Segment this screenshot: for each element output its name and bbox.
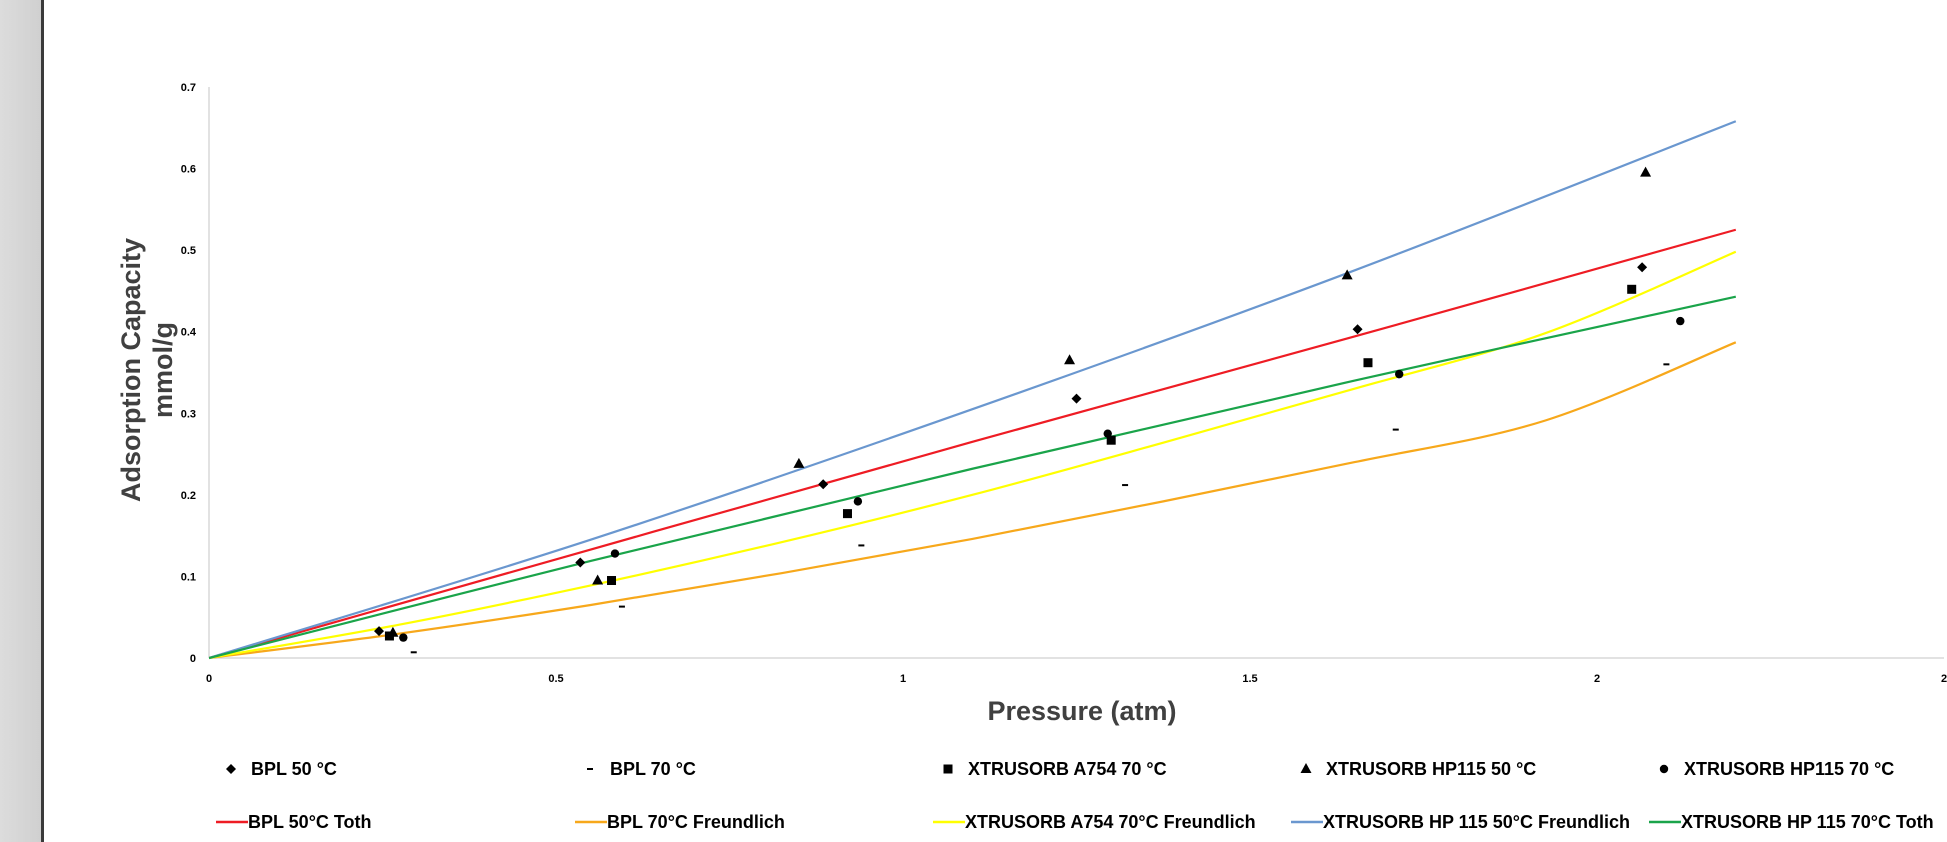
x-tick-label: 0.5	[548, 673, 563, 685]
legend-marker-xtrusorb-hp115-50-c	[1300, 763, 1312, 773]
legend-label: XTRUSORB A754 70°C Freundlich	[965, 812, 1256, 832]
data-point-xtrusorb-a754-70-c	[1363, 358, 1373, 368]
data-point-xtrusorb-hp115-50-c	[387, 626, 399, 637]
legend-label: XTRUSORB HP115 50 °C	[1326, 759, 1536, 779]
x-tick-label: 1	[900, 673, 906, 685]
legend-label: XTRUSORB HP 115 70°C Toth	[1681, 812, 1934, 832]
legend-label: BPL 50 °C	[251, 759, 337, 779]
data-point-xtrusorb-hp115-50-c	[1341, 269, 1353, 280]
y-tick-label: 0.1	[181, 571, 196, 583]
x-axis-title: Pressure (atm)	[987, 696, 1176, 726]
series-line-xtrusorb-hp-115-70-c-toth	[209, 295, 1737, 660]
data-point-bpl-50-c	[818, 479, 829, 490]
y-tick-label: 0	[190, 653, 196, 665]
data-point-xtrusorb-hp115-50-c	[1064, 354, 1076, 365]
data-point-xtrusorb-hp115-70-c	[1395, 369, 1404, 379]
data-point-xtrusorb-hp115-50-c	[793, 457, 805, 468]
legend-label: BPL 70 °C	[610, 759, 696, 779]
series-line-xtrusorb-a754-70-c-freundlich	[209, 250, 1737, 660]
y-tick-label: 0.3	[181, 408, 196, 420]
data-point-xtrusorb-hp115-70-c	[1676, 316, 1685, 326]
data-point-bpl-70-c	[1122, 484, 1129, 487]
x-tick-label: 2	[1594, 673, 1600, 685]
data-point-bpl-50-c	[1352, 324, 1363, 335]
series-line-bpl-50-c-toth	[209, 228, 1737, 660]
series-line-bpl-70-c-freundlich	[209, 341, 1737, 660]
data-point-xtrusorb-hp115-70-c	[399, 633, 408, 642]
legend-marker-xtrusorb-hp115-70-c	[1659, 764, 1669, 774]
legend-label: BPL 50°C Toth	[248, 812, 372, 832]
data-point-xtrusorb-hp115-50-c	[1640, 166, 1652, 177]
legend-label: BPL 70°C Freundlich	[607, 812, 785, 832]
data-point-xtrusorb-hp115-70-c	[1103, 429, 1112, 438]
data-point-bpl-70-c	[618, 605, 625, 608]
left-panel	[0, 0, 44, 842]
y-tick-label: 0.7	[181, 82, 196, 94]
data-point-xtrusorb-a754-70-c	[1627, 284, 1637, 294]
data-point-xtrusorb-hp115-50-c	[592, 574, 604, 585]
legend-label: XTRUSORB HP 115 50°C Freundlich	[1323, 812, 1630, 832]
y-tick-label: 0.6	[181, 164, 196, 176]
data-point-bpl-50-c	[575, 557, 586, 568]
series-line-xtrusorb-hp-115-50-c-freundlich	[209, 120, 1737, 660]
data-point-bpl-50-c	[1637, 262, 1648, 273]
x-tick-label: 2	[1941, 673, 1947, 685]
legend-label: XTRUSORB HP115 70 °C	[1684, 759, 1894, 779]
x-tick-label: 1.5	[1242, 673, 1257, 685]
legend-label: XTRUSORB A754 70 °C	[968, 759, 1167, 779]
data-point-bpl-50-c	[1071, 393, 1082, 404]
data-point-xtrusorb-hp115-70-c	[853, 497, 863, 506]
data-point-bpl-70-c	[858, 544, 865, 547]
legend-marker-xtrusorb-a754-70-c	[943, 764, 953, 774]
data-point-bpl-70-c	[1392, 428, 1399, 431]
data-point-xtrusorb-a754-70-c	[842, 509, 852, 519]
y-axis-title: Adsorption Capacitymmol/g	[116, 238, 178, 502]
data-point-xtrusorb-a754-70-c	[607, 576, 617, 586]
x-tick-label: 0	[206, 673, 212, 685]
y-tick-label: 0.2	[181, 490, 196, 502]
data-point-xtrusorb-hp115-70-c	[610, 549, 620, 558]
y-tick-label: 0.5	[181, 245, 196, 257]
legend-marker-bpl-70-c	[587, 768, 593, 770]
data-point-bpl-50-c	[374, 626, 385, 637]
y-axis-title-line: Adsorption Capacity	[116, 238, 146, 502]
data-point-bpl-70-c	[410, 651, 417, 654]
legend-marker-bpl-50-c	[226, 764, 236, 774]
y-axis-title-line: mmol/g	[148, 322, 178, 418]
data-point-bpl-70-c	[1663, 363, 1670, 366]
y-tick-label: 0.4	[181, 327, 197, 339]
data-point-xtrusorb-a754-70-c	[1106, 435, 1116, 445]
